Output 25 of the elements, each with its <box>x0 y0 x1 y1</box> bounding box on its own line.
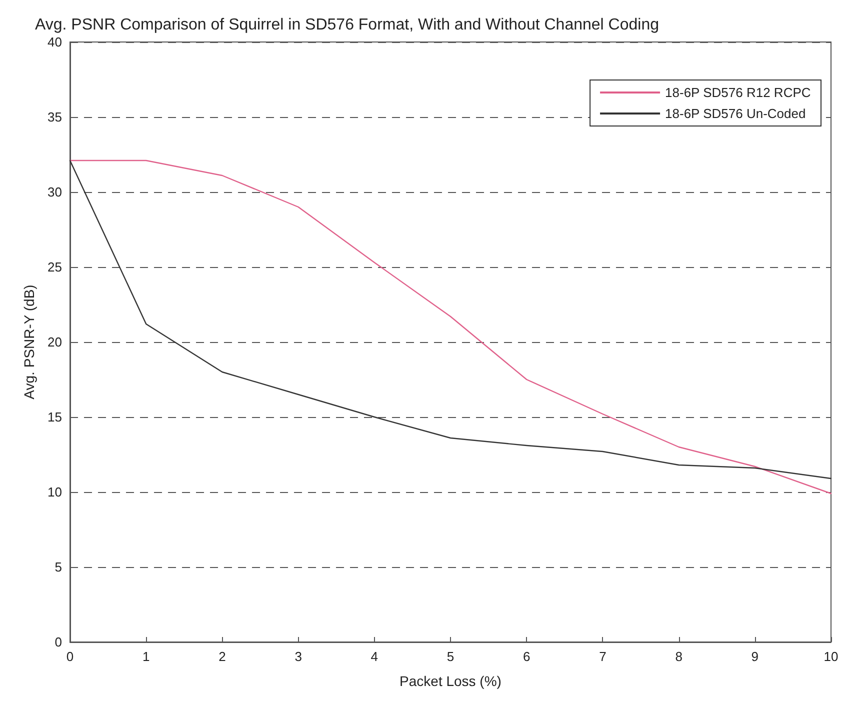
y-tick-label: 25 <box>48 260 62 274</box>
y-tick-label: 35 <box>48 110 62 124</box>
legend-label: 18-6P SD576 Un-Coded <box>665 106 806 121</box>
x-tick-label: 6 <box>522 649 530 664</box>
y-tick-label: 5 <box>54 560 62 574</box>
y-tick-label: 40 <box>48 34 62 50</box>
x-tick-label: 7 <box>599 649 606 664</box>
x-tick-label: 3 <box>294 649 302 664</box>
y-tick-label: 20 <box>48 334 62 350</box>
x-tick-label: 0 <box>66 649 74 664</box>
x-axis-title: Packet Loss (%) <box>400 673 502 689</box>
x-tick-label: 1 <box>142 649 150 664</box>
x-tick-label: 10 <box>824 649 838 664</box>
y-tick-label: 0 <box>54 634 62 650</box>
x-tick-label: 9 <box>751 649 759 664</box>
y-tick-label: 30 <box>48 184 62 200</box>
x-tick-label: 5 <box>446 649 454 664</box>
legend-label: 18-6P SD576 R12 RCPC <box>665 85 811 100</box>
y-tick-label: 10 <box>48 484 62 500</box>
y-tick-label: 15 <box>48 410 62 424</box>
x-tick-label: 2 <box>218 649 226 664</box>
x-tick-label: 8 <box>675 649 682 664</box>
chart-title: Avg. PSNR Comparison of Squirrel in SD576 Format, With and Without Channel Coding <box>35 16 659 34</box>
y-axis-title: Avg. PSNR-Y (dB) <box>21 284 37 400</box>
x-tick-label: 4 <box>370 649 378 664</box>
